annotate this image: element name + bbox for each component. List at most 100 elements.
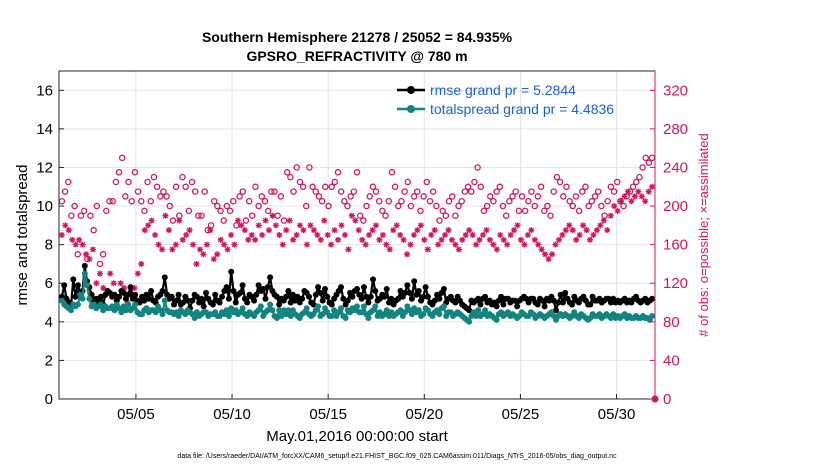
series-point [209,301,216,308]
series-point [86,295,93,302]
obs-possible-marker [131,169,139,176]
series-point [287,313,294,319]
series-point [482,293,489,300]
series-point [511,297,518,304]
series-point [420,293,427,300]
obs-possible-marker [188,178,196,186]
series-point [431,297,438,304]
series-point [255,282,262,289]
obs-assimilated-marker [414,227,421,234]
series-point [239,305,246,312]
series-point [477,301,484,308]
obs-possible-marker [442,212,450,219]
obs-assimilated-marker [303,241,310,248]
series-point [306,293,312,300]
obs-possible-marker [61,188,69,195]
obs-possible-marker [217,207,224,215]
y-right-tick-label: 200 [663,198,688,215]
obs-possible-marker [636,173,643,181]
x-tick-label: 05/30 [598,406,636,423]
obs-possible-marker [302,202,310,210]
series-point [388,295,395,302]
series-point [260,286,267,292]
obs-possible-marker [356,212,364,219]
obs-assimilated-marker [190,241,197,248]
obs-assimilated-marker [117,280,124,287]
series-point [294,293,301,300]
obs-possible-marker [280,217,288,224]
obs-assimilated-marker [452,241,459,248]
obs-possible-marker [214,202,221,210]
series-point [257,303,264,310]
totalspread-series [58,270,656,325]
obs-possible-marker [182,183,189,191]
obs-assimilated-marker [255,222,262,229]
x-axis: 05/05 05/10 05/15 05/20 05/25 05/30 [117,394,635,423]
obs-possible-marker [103,207,110,215]
obs-assimilated-marker [580,222,587,229]
obs-possible-marker [128,197,135,205]
obs-possible-marker [391,183,399,191]
obs-possible-marker [499,202,507,210]
series-point [253,291,260,298]
obs-assimilated-marker [196,246,203,253]
obs-assimilated-marker [517,236,524,243]
series-point [436,311,443,318]
obs-assimilated-marker [628,198,635,205]
obs-assimilated-marker [162,212,169,219]
obs-possible-marker [550,188,557,195]
series-point [402,309,408,316]
obs-possible-marker [448,193,456,200]
series-point [264,307,271,314]
obs-possible-marker [80,207,88,215]
obs-assimilated-marker [234,217,241,224]
obs-possible-marker [401,188,408,195]
obs-possible-marker [210,197,218,205]
obs-assimilated-marker [203,241,210,248]
obs-possible-marker [68,212,75,219]
obs-possible-marker [474,164,481,171]
series-point [406,289,413,296]
obs-possible-marker [191,188,199,195]
series-point [404,282,411,289]
series-point [161,297,168,304]
obs-possible-marker [325,202,332,210]
obs-possible-marker [366,193,373,200]
obs-possible-marker [547,212,554,219]
obs-possible-marker [71,202,78,210]
obs-possible-marker [169,217,177,224]
chart-title-line-1: Southern Hemisphere 21278 / 25052 = 84.9… [202,29,513,45]
data-file-footer: data file: /Users/raeder/DAI/ATM_forcXX/… [177,453,617,460]
obs-possible-marker [226,207,234,215]
obs-assimilated-marker [397,232,404,238]
obs-possible-marker [423,178,431,186]
obs-possible-marker [480,207,488,215]
obs-possible-marker [458,197,465,205]
series-point [534,301,541,308]
series-point [68,307,74,314]
series-point [97,301,104,308]
series-point [587,301,594,308]
obs-possible-marker [283,169,291,176]
series-point [223,307,230,314]
obs-possible-marker [512,188,519,195]
series-point [285,288,292,294]
obs-assimilated-marker [611,203,618,210]
obs-assimilated-marker [300,227,307,234]
obs-assimilated-marker [145,222,152,229]
obs-assimilated-marker [542,251,549,258]
obs-assimilated-marker [614,207,621,214]
series-point [473,313,479,319]
obs-assimilated-marker [535,241,542,248]
x-axis-label: May.01,2016 00:00:00 start [266,428,448,445]
obs-possible-marker [471,178,478,186]
obs-assimilated-marker [428,232,435,238]
obs-possible-marker [477,183,485,191]
obs-possible-marker [579,188,586,195]
x-tick-label: 05/05 [117,406,155,423]
series-point [381,293,388,300]
obs-assimilated-marker [183,232,190,238]
obs-assimilated-marker [562,227,569,234]
obs-possible-marker [528,188,535,195]
series-point [74,301,81,308]
